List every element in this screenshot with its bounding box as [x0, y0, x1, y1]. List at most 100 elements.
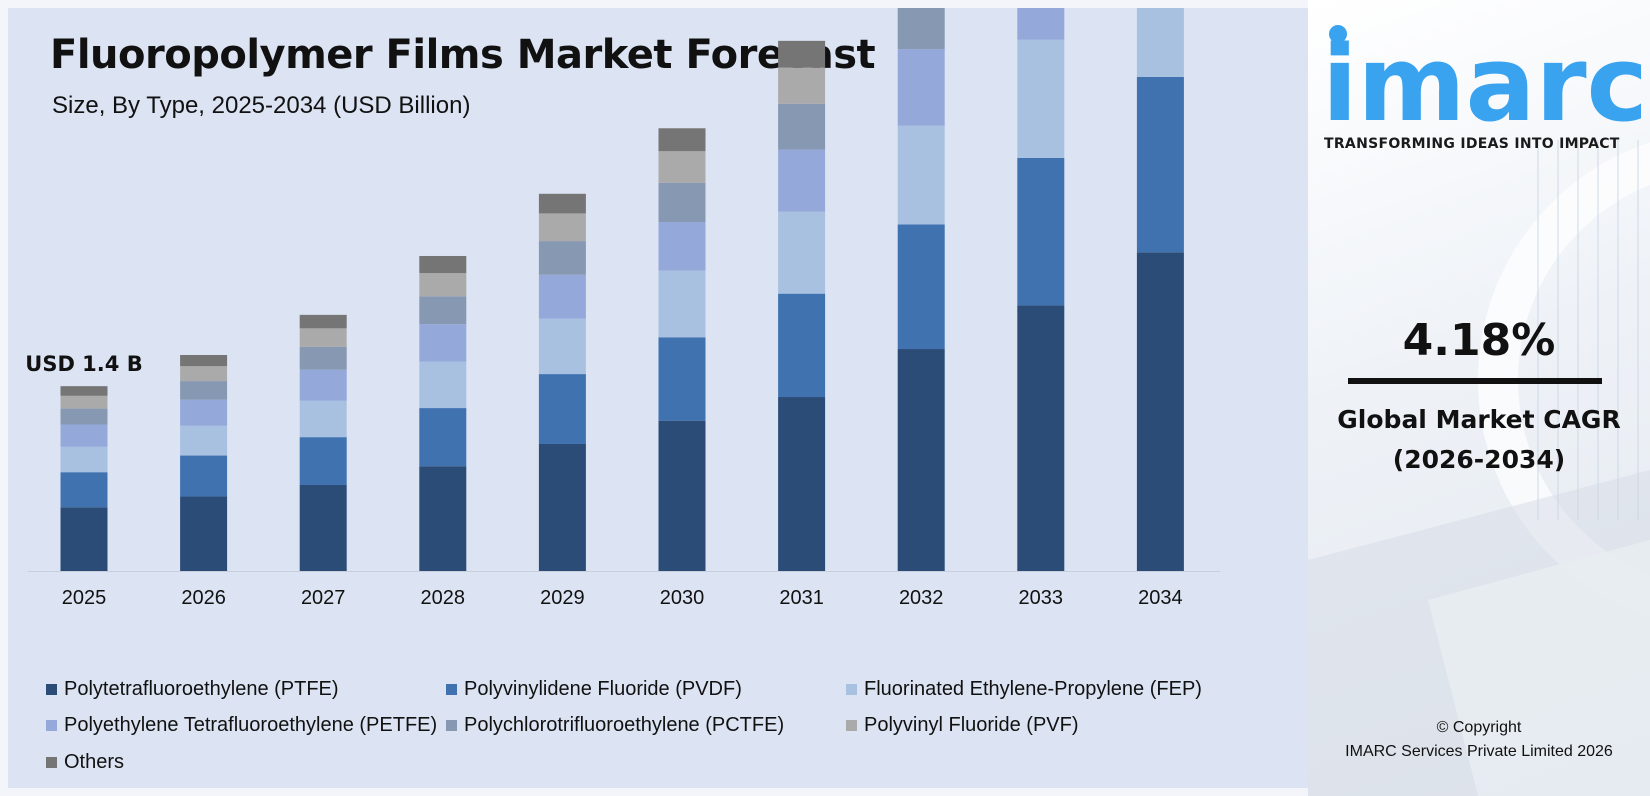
legend-item: Polyvinylidene Fluoride (PVDF)	[446, 678, 742, 701]
legend-swatch	[46, 720, 57, 731]
bar-segment	[778, 293, 826, 398]
bar-segment	[419, 324, 467, 362]
bar-segment	[897, 49, 945, 126]
logo-tagline: TRANSFORMING IDEAS INTO IMPACT	[1324, 136, 1620, 152]
stacked-bar-chart: 2025 2026 2027 2028 2029 2030 2031 2032 2033 2034…	[25, 8, 1220, 609]
bar-segment	[778, 397, 826, 571]
bar-segment	[778, 149, 826, 212]
bar-segment	[60, 395, 108, 409]
bar-segment	[180, 366, 228, 382]
side-panel: imarc TRANSFORMING IDEAS INTO IMPACT 4.1…	[1308, 0, 1650, 796]
x-tick-label: 2025	[62, 587, 107, 609]
bar-segment	[419, 255, 467, 274]
bar-segment	[538, 443, 586, 571]
cagr-label: Global Market CAGR (2026-2034)	[1308, 400, 1650, 480]
bar-segment	[538, 318, 586, 375]
bar-segment	[180, 354, 228, 367]
legend-item: Polyvinyl Fluoride (PVF)	[846, 714, 1079, 737]
legend-swatch	[846, 720, 857, 731]
x-tick-label: 2032	[899, 587, 944, 609]
bar-segment	[897, 8, 945, 50]
bar-segment	[1136, 76, 1184, 253]
bar-segment	[60, 386, 108, 396]
logo-dot-icon	[1329, 25, 1347, 43]
bar-segment	[180, 399, 228, 426]
bar-segment	[658, 182, 706, 223]
bar-segment	[299, 328, 347, 347]
bar-segment	[778, 211, 826, 294]
x-tick-label: 2026	[181, 587, 226, 609]
cagr-value: 4.18%	[1402, 315, 1556, 366]
x-tick-label: 2029	[540, 587, 585, 609]
x-tick-label: 2027	[301, 587, 346, 609]
bar-segment	[299, 484, 347, 571]
chart-subtitle: Size, By Type, 2025-2034 (USD Billion)	[52, 92, 471, 119]
legend-label: Others	[64, 751, 125, 773]
bar-segment	[180, 455, 228, 497]
legend-label: Polytetrafluoroethylene (PTFE)	[64, 678, 339, 700]
copyright-line1: © Copyright	[1436, 719, 1522, 736]
bar-segment	[778, 40, 826, 68]
legend-swatch	[46, 757, 57, 768]
bar-segment	[1017, 8, 1065, 40]
copyright: © Copyright IMARC Services Private Limit…	[1308, 716, 1650, 764]
legend-swatch	[446, 720, 457, 731]
legend-label: Fluorinated Ethylene-Propylene (FEP)	[864, 678, 1202, 700]
bar-segment	[658, 151, 706, 183]
x-tick-label: 2033	[1019, 587, 1064, 609]
bar-segment	[419, 361, 467, 409]
bar-segment	[419, 408, 467, 467]
bar-segment	[180, 496, 228, 571]
legend-label: Polychlorotrifluoroethylene (PCTFE)	[464, 714, 785, 736]
total-data-label: USD 1.4 B	[25, 352, 142, 376]
legend-item: Fluorinated Ethylene-Propylene (FEP)	[846, 678, 1202, 701]
bar-segment	[60, 507, 108, 571]
bar-segment	[897, 125, 945, 225]
bar-segment	[419, 466, 467, 571]
bar-segment	[299, 369, 347, 401]
bar-segment	[60, 424, 108, 447]
legend-item: Others	[46, 751, 124, 774]
bar-segment	[1017, 157, 1065, 306]
x-tick-label: 2030	[660, 587, 705, 609]
legend-swatch	[46, 684, 57, 695]
bar-segment	[299, 346, 347, 370]
bar-segment	[180, 381, 228, 400]
bar-segment	[419, 273, 467, 297]
bar-segment	[60, 446, 108, 473]
bar-segment	[897, 349, 945, 571]
x-tick-label: 2034	[1138, 587, 1183, 609]
legend-swatch	[846, 684, 857, 695]
bar-segment	[538, 241, 586, 275]
bar-segment	[897, 224, 945, 350]
legend-swatch	[446, 684, 457, 695]
bar-segment	[1017, 39, 1065, 158]
bar-segment	[658, 337, 706, 421]
bar-segment	[60, 408, 108, 425]
x-tick-label: 2028	[421, 587, 466, 609]
cagr-label-line2: (2026-2034)	[1392, 445, 1566, 474]
bar-segment	[299, 400, 347, 438]
bar-segment	[538, 374, 586, 444]
imarc-logo: imarc	[1322, 23, 1648, 132]
x-tick-label: 2031	[779, 587, 824, 609]
bar-segment	[538, 213, 586, 242]
bar-segment	[1136, 8, 1184, 77]
bar-segment	[1136, 252, 1184, 571]
chart-panel: Fluoropolymer Films Market Forecast Size…	[8, 8, 1308, 788]
cagr-label-line1: Global Market CAGR	[1337, 405, 1621, 434]
legend-item: Polyethylene Tetrafluoroethylene (PETFE)	[46, 714, 437, 737]
bar-segment	[299, 437, 347, 485]
bar-segment	[299, 314, 347, 329]
bar-segment	[778, 67, 826, 104]
svg-text:imarc: imarc	[1322, 23, 1648, 132]
bar-segment	[658, 222, 706, 271]
bar-segment	[1017, 305, 1065, 571]
legend-label: Polyethylene Tetrafluoroethylene (PETFE)	[64, 714, 438, 736]
chart-title: Fluoropolymer Films Market Forecast	[50, 32, 876, 78]
bar-segment	[658, 128, 706, 152]
bar-segment	[778, 103, 826, 150]
bar-segment	[538, 274, 586, 319]
bar-segment	[538, 193, 586, 214]
legend-label: Polyvinyl Fluoride (PVF)	[864, 714, 1079, 736]
